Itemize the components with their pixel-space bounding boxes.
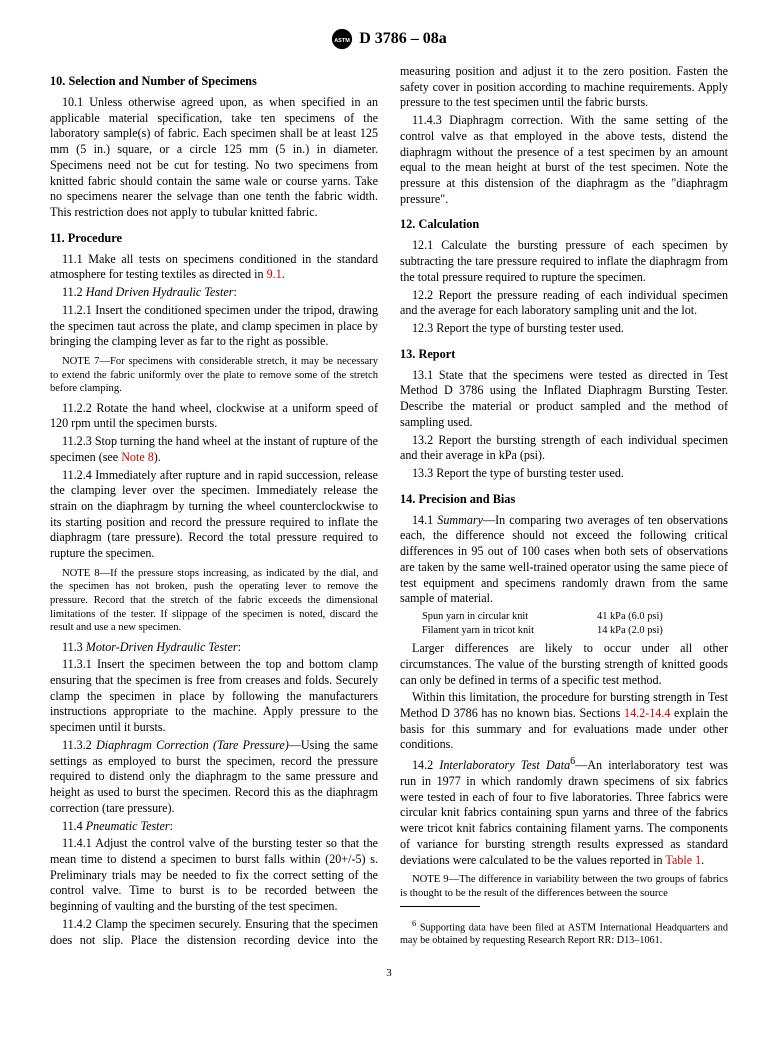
page-header: ASTM D 3786 – 08a bbox=[50, 28, 728, 50]
section-12-title: 12. Calculation bbox=[400, 217, 728, 233]
footnote-block: 6 Supporting data have been filed at AST… bbox=[400, 906, 728, 947]
section-13-title: 13. Report bbox=[400, 347, 728, 363]
para-11-3-2: 11.3.2 Diaphragm Correction (Tare Pressu… bbox=[50, 738, 378, 817]
astm-logo: ASTM bbox=[331, 28, 353, 50]
svg-text:ASTM: ASTM bbox=[334, 38, 350, 44]
table-cell: 14 kPa (2.0 psi) bbox=[597, 624, 663, 638]
table-cell: Filament yarn in tricot knit bbox=[422, 624, 597, 638]
note-8: NOTE 8—If the pressure stops increasing,… bbox=[50, 567, 378, 635]
ref-table-1: Table 1 bbox=[665, 853, 701, 867]
para-11-3-1: 11.3.1 Insert the specimen between the t… bbox=[50, 657, 378, 736]
section-11-title: 11. Procedure bbox=[50, 231, 378, 247]
note-9: NOTE 9—The difference in variability bet… bbox=[400, 873, 728, 900]
section-10-title: 10. Selection and Number of Specimens bbox=[50, 74, 378, 90]
para-13-1: 13.1 State that the specimens were teste… bbox=[400, 368, 728, 431]
designation: D 3786 – 08a bbox=[359, 30, 447, 48]
para-14-1-cont2: Within this limitation, the procedure fo… bbox=[400, 690, 728, 753]
table-row: Spun yarn in circular knit 41 kPa (6.0 p… bbox=[422, 610, 728, 624]
table-cell: 41 kPa (6.0 psi) bbox=[597, 610, 663, 624]
ref-note-8: Note 8 bbox=[121, 450, 154, 464]
para-12-3: 12.3 Report the type of bursting tester … bbox=[400, 321, 728, 337]
para-10-1: 10.1 Unless otherwise agreed upon, as wh… bbox=[50, 95, 378, 221]
para-11-2-1: 11.2.1 Insert the conditioned specimen u… bbox=[50, 303, 378, 350]
para-11-1: 11.1 Make all tests on specimens conditi… bbox=[50, 252, 378, 283]
ref-14-2-14-4: 14.2-14.4 bbox=[624, 706, 670, 720]
ref-9-1: 9.1 bbox=[267, 267, 282, 281]
para-14-2: 14.2 Interlaboratory Test Data6—An inter… bbox=[400, 755, 728, 868]
para-11-2-2: 11.2.2 Rotate the hand wheel, clockwise … bbox=[50, 401, 378, 432]
table-row: Filament yarn in tricot knit 14 kPa (2.0… bbox=[422, 624, 728, 638]
para-11-2-3: 11.2.3 Stop turning the hand wheel at th… bbox=[50, 434, 378, 465]
body-columns: 10. Selection and Number of Specimens 10… bbox=[50, 64, 728, 953]
page-number: 3 bbox=[50, 967, 728, 979]
footnote-6: 6 Supporting data have been filed at AST… bbox=[400, 918, 728, 948]
para-11-2-4: 11.2.4 Immediately after rupture and in … bbox=[50, 468, 378, 562]
footnote-rule bbox=[400, 906, 480, 907]
para-12-2: 12.2 Report the pressure reading of each… bbox=[400, 288, 728, 319]
table-cell: Spun yarn in circular knit bbox=[422, 610, 597, 624]
para-11-2: 11.2 Hand Driven Hydraulic Tester: bbox=[50, 285, 378, 301]
para-12-1: 12.1 Calculate the bursting pressure of … bbox=[400, 238, 728, 285]
para-13-3: 13.3 Report the type of bursting tester … bbox=[400, 466, 728, 482]
page: ASTM D 3786 – 08a 10. Selection and Numb… bbox=[0, 0, 778, 1003]
critical-diff-table: Spun yarn in circular knit 41 kPa (6.0 p… bbox=[422, 610, 728, 638]
note-7: NOTE 7—For specimens with considerable s… bbox=[50, 355, 378, 396]
para-11-4: 11.4 Pneumatic Tester: bbox=[50, 819, 378, 835]
para-14-1: 14.1 Summary—In comparing two averages o… bbox=[400, 513, 728, 607]
para-13-2: 13.2 Report the bursting strength of eac… bbox=[400, 433, 728, 464]
para-11-4-3: 11.4.3 Diaphragm correction. With the sa… bbox=[400, 113, 728, 207]
section-14-title: 14. Precision and Bias bbox=[400, 492, 728, 508]
para-14-1-cont: Larger differences are likely to occur u… bbox=[400, 641, 728, 688]
para-11-4-1: 11.4.1 Adjust the control valve of the b… bbox=[50, 836, 378, 915]
para-11-3: 11.3 Motor-Driven Hydraulic Tester: bbox=[50, 640, 378, 656]
